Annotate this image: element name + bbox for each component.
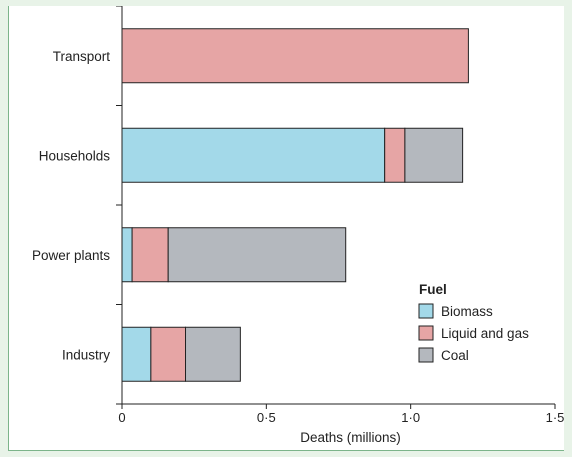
chart-panel: 0 0·5 1·0 1·5 Transport Households Power plan… xyxy=(8,6,564,451)
category-ticks-group xyxy=(116,6,122,405)
bar-industry-liquid-and-gas xyxy=(150,326,187,382)
x-tick-label: 1·0 xyxy=(401,410,420,425)
legend-swatch-liquid-and-gas xyxy=(418,325,434,341)
category-label: Transport xyxy=(53,49,111,64)
bar-households-liquid-and-gas xyxy=(384,127,406,183)
category-labels-group: Transport Households Power plants Industry xyxy=(32,49,110,363)
legend-swatch-biomass xyxy=(418,303,434,319)
bar-industry-coal xyxy=(185,326,241,382)
x-axis-title: Deaths (millions) xyxy=(300,430,401,445)
bar-households-biomass xyxy=(121,127,386,183)
bar-households-coal xyxy=(404,127,464,183)
stacked-bar-chart: 0 0·5 1·0 1·5 Transport Households Power plan… xyxy=(32,6,564,445)
legend-label-liquid-and-gas: Liquid and gas xyxy=(441,326,529,341)
category-label: Households xyxy=(39,148,111,163)
bar-power-plants-biomass xyxy=(121,227,133,283)
category-label: Industry xyxy=(62,347,110,362)
bar-transport-liquid-and-gas xyxy=(121,28,469,84)
legend-swatch-coal xyxy=(418,347,434,363)
legend-label-coal: Coal xyxy=(441,348,469,363)
legend: Fuel Biomass Liquid and gas Coal xyxy=(418,282,529,363)
bar-industry-biomass xyxy=(121,326,152,382)
bar-power-plants-coal xyxy=(167,227,347,283)
x-tick-label: 0·5 xyxy=(257,410,276,425)
x-ticks-group: 0 0·5 1·0 1·5 xyxy=(118,404,564,425)
x-tick-label: 1·5 xyxy=(546,410,565,425)
bar-power-plants-liquid-and-gas xyxy=(131,227,169,283)
legend-label-biomass: Biomass xyxy=(441,304,493,319)
bars-group xyxy=(121,28,469,382)
legend-title: Fuel xyxy=(419,282,447,297)
x-tick-label: 0 xyxy=(118,410,125,425)
category-label: Power plants xyxy=(32,248,110,263)
